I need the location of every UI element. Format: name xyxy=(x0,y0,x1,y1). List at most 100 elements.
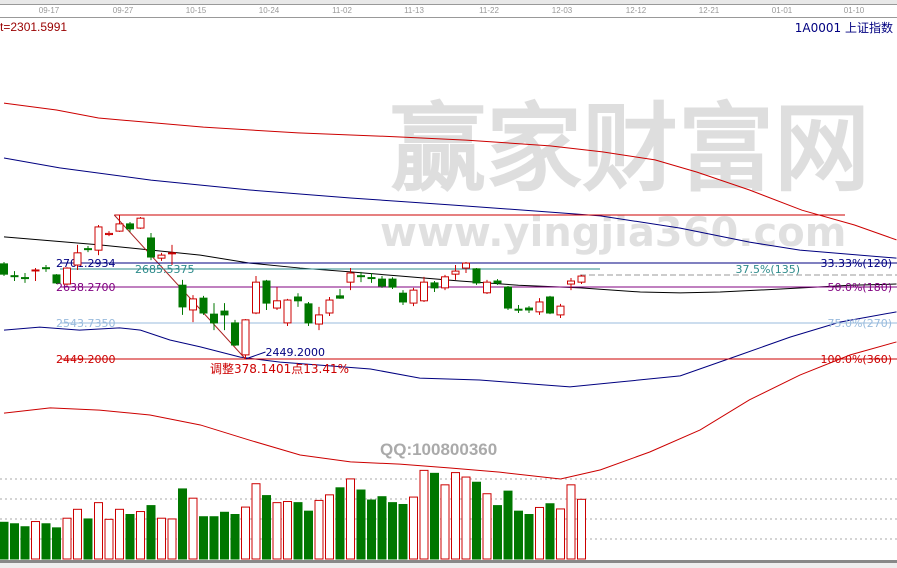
volume-bar xyxy=(241,506,250,560)
watermark-qq: QQ:100800360 xyxy=(380,440,497,459)
candle-up xyxy=(252,281,260,314)
volume-bar xyxy=(577,498,586,560)
volume-bar xyxy=(199,516,208,560)
volume-bar xyxy=(545,503,555,560)
candle-up xyxy=(283,299,292,324)
volume-bar xyxy=(52,527,61,560)
volume-bar xyxy=(262,495,271,560)
candle-down xyxy=(84,248,92,251)
candle-up xyxy=(168,252,176,255)
candle-down xyxy=(472,268,481,284)
volume-bar xyxy=(83,518,93,560)
candle-down xyxy=(493,280,502,284)
top-scroll-strip[interactable] xyxy=(0,0,897,5)
candle-down xyxy=(504,286,512,309)
volume-bar xyxy=(62,517,72,560)
candle-up xyxy=(567,280,575,285)
candle-down xyxy=(525,307,533,311)
fib-percent-label: 33.33%(120) xyxy=(820,257,892,270)
candle-up xyxy=(115,223,124,232)
low-pointer-line xyxy=(245,351,266,360)
candle-down xyxy=(0,263,8,275)
volume-bar xyxy=(251,483,261,560)
candle-up xyxy=(556,305,565,316)
volume-bar xyxy=(73,508,82,560)
candle-up xyxy=(409,289,418,304)
bottom-scrollbar[interactable] xyxy=(0,560,897,568)
volume-bar xyxy=(472,481,481,560)
time-tick-label: 09-27 xyxy=(112,6,134,15)
candle-up xyxy=(105,232,113,236)
volume-bar xyxy=(388,502,397,560)
fib-price-label: 2701.2934 xyxy=(56,257,116,270)
time-axis: 09-17 09-27 10-15 10-24 11-02 11-13 11-22 12-03… xyxy=(0,0,897,18)
fib-price-label: 2543.7350 xyxy=(56,317,116,330)
candle-up xyxy=(189,298,197,311)
candle-up xyxy=(535,301,544,313)
volume-bar xyxy=(188,497,198,560)
lower-inner-band-line xyxy=(3,311,897,388)
volume-bar xyxy=(0,521,9,560)
volume-bar xyxy=(566,484,576,560)
candle-up xyxy=(63,267,71,285)
candle-down xyxy=(388,278,397,288)
candle-up xyxy=(136,217,145,229)
volume-bar xyxy=(419,469,429,560)
volume-bar xyxy=(20,526,30,560)
volume-bar xyxy=(157,517,166,560)
time-tick-label: 11-02 xyxy=(332,6,352,15)
watermark-brand: 赢家财富网 xyxy=(390,93,870,205)
candle-down xyxy=(294,296,302,302)
time-tick-label: 12-21 xyxy=(698,6,720,15)
time-tick-label: 10-24 xyxy=(258,6,280,15)
volume-bar xyxy=(356,489,366,560)
volume-bar xyxy=(125,514,135,560)
candle-up xyxy=(325,299,334,314)
volume-bar xyxy=(335,487,345,560)
time-tick-label: 09-17 xyxy=(38,6,60,15)
watermark: 赢家财富网 www.yingjia360.com QQ:100800360 xyxy=(380,93,870,459)
volume-bar xyxy=(493,505,502,560)
candle-down xyxy=(147,237,155,258)
volume-bar xyxy=(209,516,219,560)
time-tick-label: 12-12 xyxy=(625,6,647,15)
candle-down xyxy=(546,296,554,314)
candle-down xyxy=(304,303,313,324)
volume-bar xyxy=(31,521,40,560)
volume-bar xyxy=(178,488,187,560)
upper-inner-band-line xyxy=(3,157,897,259)
fib-price-label: 2449.2000 xyxy=(56,353,116,366)
candle-down xyxy=(210,313,218,324)
candle-up xyxy=(462,262,470,269)
volume-bar xyxy=(293,502,303,560)
volume-bar xyxy=(230,514,240,560)
upper-outer-band-line xyxy=(3,102,897,241)
adjust-label: 调整378.1401点13.41% xyxy=(210,361,349,376)
volume-bar xyxy=(314,499,324,560)
volume-bar xyxy=(451,472,460,560)
symbol-title: 1A0001 上证指数 xyxy=(795,19,893,36)
fib-percent-label: 100.0%(360) xyxy=(820,353,892,366)
candle-up xyxy=(31,269,40,272)
candle-up xyxy=(451,270,460,275)
volume-bar xyxy=(41,523,51,560)
volume-bar xyxy=(440,484,450,560)
volume-bar xyxy=(535,506,544,560)
fib-price-label: 2685.5375 xyxy=(135,263,195,276)
candle-down xyxy=(367,277,376,280)
candle-down xyxy=(514,308,523,311)
candle-down xyxy=(378,278,386,287)
volume-bar xyxy=(430,472,439,560)
candle-down xyxy=(231,322,239,346)
volume-bar xyxy=(346,478,355,560)
candle-up xyxy=(315,314,323,325)
volume-bar xyxy=(367,499,376,560)
candle-down xyxy=(430,282,439,289)
time-tick-label: 11-22 xyxy=(479,6,499,15)
candle-up xyxy=(346,272,355,283)
candle-down xyxy=(126,223,134,230)
volume-bar xyxy=(220,511,229,560)
volume-bar xyxy=(304,510,313,560)
volume-bar xyxy=(115,508,124,560)
